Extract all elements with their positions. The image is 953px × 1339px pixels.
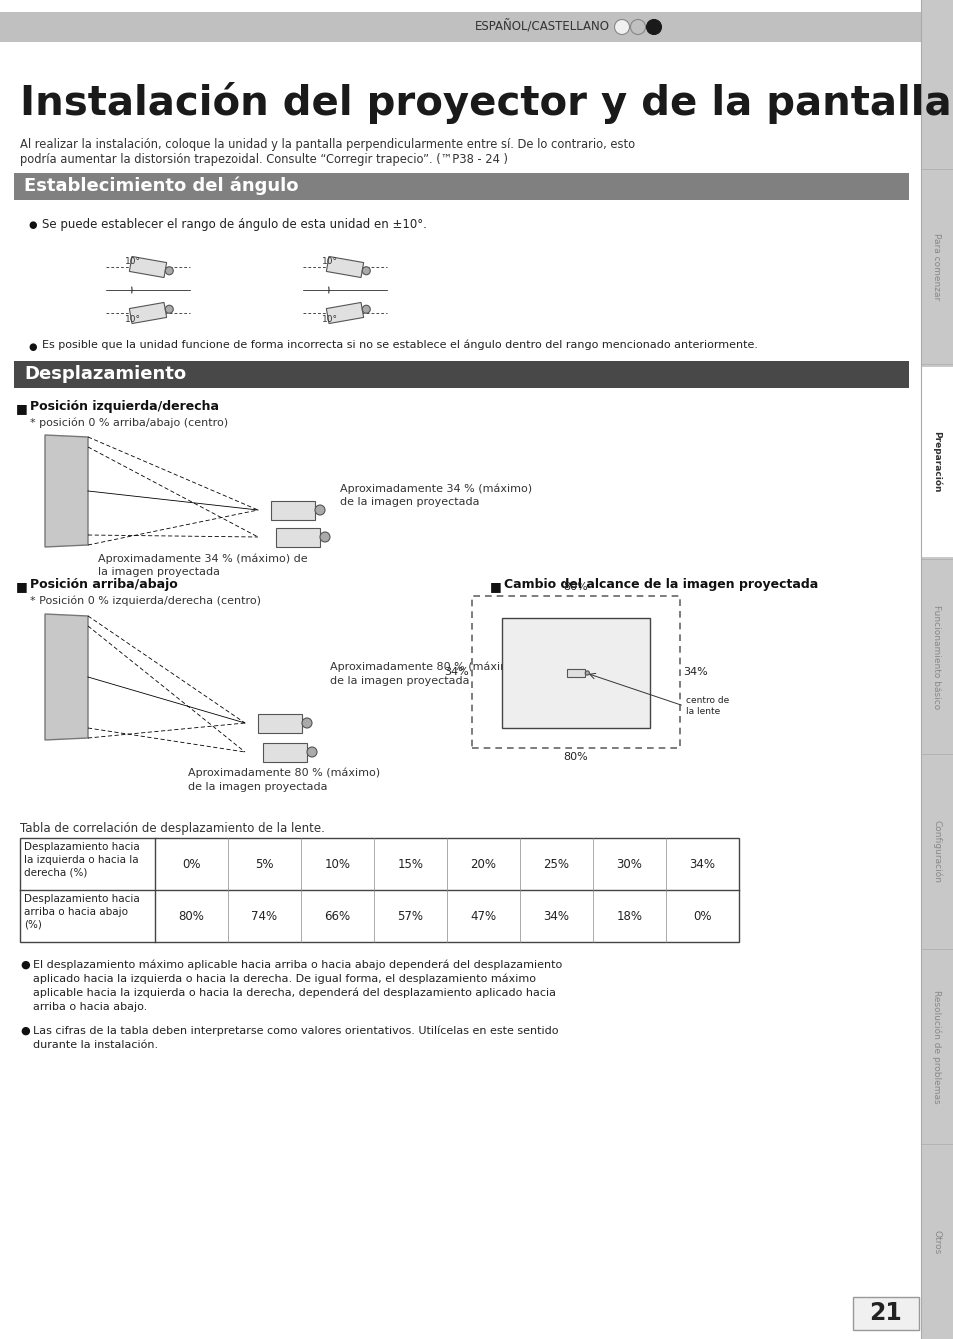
Text: 34%: 34%: [682, 667, 707, 678]
Circle shape: [584, 671, 589, 675]
Bar: [472, 596, 679, 749]
Text: Para comenzar: Para comenzar: [931, 233, 941, 301]
Circle shape: [165, 305, 173, 313]
Polygon shape: [130, 257, 167, 277]
Text: * posición 0 % arriba/abajo (centro): * posición 0 % arriba/abajo (centro): [30, 418, 228, 428]
Text: Aproximadamente 80 % (máximo)
de la imagen proyectada: Aproximadamente 80 % (máximo) de la imag…: [330, 661, 521, 686]
Circle shape: [307, 747, 316, 757]
Text: Instalación del proyector y de la pantalla: Instalación del proyector y de la pantal…: [20, 82, 951, 125]
Text: 34%: 34%: [444, 667, 469, 678]
Text: 57%: 57%: [397, 909, 423, 923]
Bar: [14, 173, 908, 200]
Text: Otros: Otros: [931, 1231, 941, 1255]
Text: ●: ●: [28, 341, 36, 352]
Text: Desplazamiento hacia
la izquierda o hacia la
derecha (%): Desplazamiento hacia la izquierda o haci…: [24, 842, 139, 877]
Circle shape: [314, 505, 325, 516]
Text: Se puede establecer el rango de ángulo de esta unidad en ±10°.: Se puede establecer el rango de ángulo d…: [42, 218, 426, 232]
Polygon shape: [566, 670, 584, 678]
Text: 34%: 34%: [689, 857, 715, 870]
Polygon shape: [45, 435, 88, 548]
Circle shape: [362, 266, 370, 274]
Polygon shape: [130, 303, 167, 324]
Text: Aproximadamente 80 % (máximo)
de la imagen proyectada: Aproximadamente 80 % (máximo) de la imag…: [188, 769, 379, 791]
Circle shape: [646, 20, 660, 35]
Polygon shape: [45, 615, 88, 740]
Text: 21: 21: [869, 1302, 902, 1326]
Text: 34%: 34%: [543, 909, 569, 923]
Text: 10°: 10°: [322, 315, 337, 324]
Polygon shape: [326, 303, 363, 324]
Polygon shape: [326, 257, 363, 277]
Text: ■: ■: [16, 580, 28, 593]
Bar: [20, 838, 739, 943]
Text: ■: ■: [16, 402, 28, 415]
Circle shape: [614, 20, 629, 35]
Text: Las cifras de la tabla deben interpretarse como valores orientativos. Utilícelas: Las cifras de la tabla deben interpretar…: [33, 1026, 558, 1050]
Text: centro de
la lente: centro de la lente: [685, 696, 728, 716]
Text: 5%: 5%: [255, 857, 274, 870]
Text: 10°: 10°: [322, 257, 337, 265]
Text: 47%: 47%: [470, 909, 497, 923]
Text: 80%: 80%: [563, 753, 588, 762]
Text: Posición izquierda/derecha: Posición izquierda/derecha: [30, 400, 219, 412]
Text: 80%: 80%: [563, 582, 588, 592]
Text: Desplazamiento: Desplazamiento: [24, 366, 186, 383]
Text: 0%: 0%: [693, 909, 711, 923]
Text: 18%: 18%: [616, 909, 641, 923]
Text: Establecimiento del ángulo: Establecimiento del ángulo: [24, 177, 298, 195]
Text: Configuración: Configuración: [931, 821, 941, 884]
Text: Es posible que la unidad funcione de forma incorrecta si no se establece el ángu: Es posible que la unidad funcione de for…: [42, 340, 758, 351]
Text: 0%: 0%: [182, 857, 200, 870]
Bar: [920, 0, 953, 1339]
Text: 10%: 10%: [324, 857, 350, 870]
Text: ESPAÑOL/CASTELLANO: ESPAÑOL/CASTELLANO: [475, 20, 609, 33]
Circle shape: [362, 305, 370, 313]
Text: ■: ■: [490, 580, 501, 593]
Text: Funcionamiento básico: Funcionamiento básico: [931, 605, 941, 710]
Bar: [852, 1297, 918, 1330]
Text: ●: ●: [20, 1026, 30, 1036]
Bar: [920, 367, 953, 557]
Text: Tabla de correlación de desplazamiento de la lente.: Tabla de correlación de desplazamiento d…: [20, 822, 325, 836]
Polygon shape: [275, 528, 319, 546]
Text: 10°: 10°: [125, 257, 141, 265]
Polygon shape: [263, 743, 307, 762]
Bar: [501, 619, 649, 728]
Text: Desplazamiento hacia
arriba o hacia abajo
(%): Desplazamiento hacia arriba o hacia abaj…: [24, 894, 139, 929]
Bar: [14, 362, 908, 388]
Text: 30%: 30%: [616, 857, 641, 870]
Text: 74%: 74%: [252, 909, 277, 923]
Circle shape: [165, 266, 173, 274]
Text: 25%: 25%: [543, 857, 569, 870]
Text: podría aumentar la distorsión trapezoidal. Consulte “Corregir trapecio”. (™P38 -: podría aumentar la distorsión trapezoida…: [20, 153, 507, 166]
Polygon shape: [257, 714, 302, 732]
Text: Cambio del alcance de la imagen proyectada: Cambio del alcance de la imagen proyecta…: [503, 578, 818, 590]
Text: 10°: 10°: [125, 315, 141, 324]
Circle shape: [302, 718, 312, 728]
Text: Aproximadamente 34 % (máximo) de
la imagen proyectada: Aproximadamente 34 % (máximo) de la imag…: [98, 553, 307, 577]
Text: ●: ●: [28, 220, 36, 230]
Circle shape: [630, 20, 645, 35]
Text: El desplazamiento máximo aplicable hacia arriba o hacia abajo dependerá del desp: El desplazamiento máximo aplicable hacia…: [33, 960, 561, 1011]
Text: 66%: 66%: [324, 909, 350, 923]
Text: Al realizar la instalación, coloque la unidad y la pantalla perpendicularmente e: Al realizar la instalación, coloque la u…: [20, 138, 635, 151]
Text: * Posición 0 % izquierda/derecha (centro): * Posición 0 % izquierda/derecha (centro…: [30, 596, 261, 607]
Text: Aproximadamente 34 % (máximo)
de la imagen proyectada: Aproximadamente 34 % (máximo) de la imag…: [339, 483, 532, 506]
Text: Posición arriba/abajo: Posición arriba/abajo: [30, 578, 177, 590]
Polygon shape: [271, 501, 314, 520]
Text: Resolución de problemas: Resolución de problemas: [931, 990, 941, 1103]
Bar: [0, 12, 920, 42]
Text: 20%: 20%: [470, 857, 496, 870]
Text: 80%: 80%: [178, 909, 204, 923]
Text: 15%: 15%: [397, 857, 423, 870]
Circle shape: [319, 532, 330, 542]
Text: Preparación: Preparación: [931, 431, 941, 493]
Text: ●: ●: [20, 960, 30, 969]
